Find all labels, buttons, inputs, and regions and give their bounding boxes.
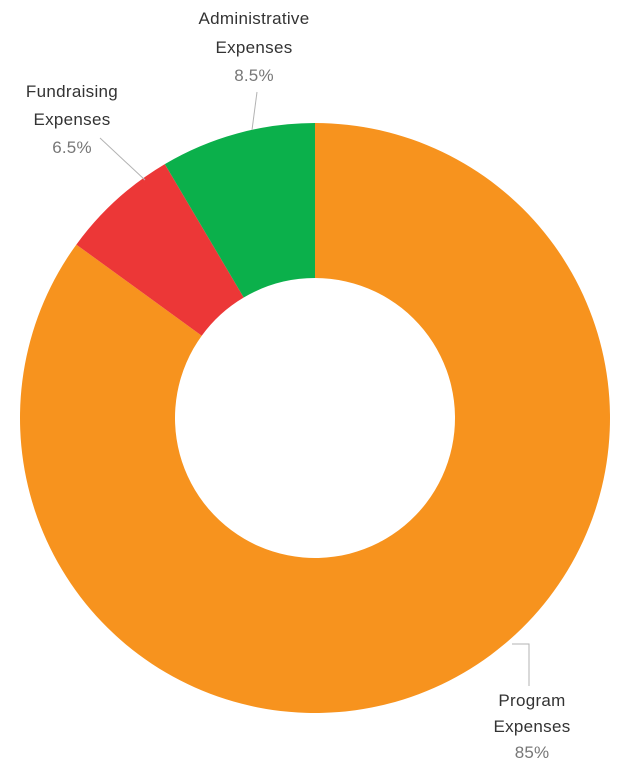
slice-label-fundraising-line2: Expenses xyxy=(33,110,110,129)
slice-label-administrative-line2: Expenses xyxy=(215,38,292,57)
slice-label-administrative-line1: Administrative xyxy=(199,9,310,28)
donut-slices xyxy=(20,123,611,713)
slice-value-administrative: 8.5% xyxy=(234,66,274,85)
slice-administrative xyxy=(164,123,315,298)
slice-value-fundraising: 6.5% xyxy=(52,138,92,157)
leader-line-fundraising xyxy=(99,137,146,181)
slice-program xyxy=(20,123,611,713)
slice-label-program-line1: Program xyxy=(498,691,565,710)
leader-line-program xyxy=(512,643,530,686)
slice-label-program-line2: Expenses xyxy=(493,717,570,736)
leader-line-administrative xyxy=(251,91,258,131)
slice-value-program: 85% xyxy=(515,743,550,762)
slice-fundraising xyxy=(76,164,244,336)
slice-label-fundraising-line1: Fundraising xyxy=(26,82,118,101)
